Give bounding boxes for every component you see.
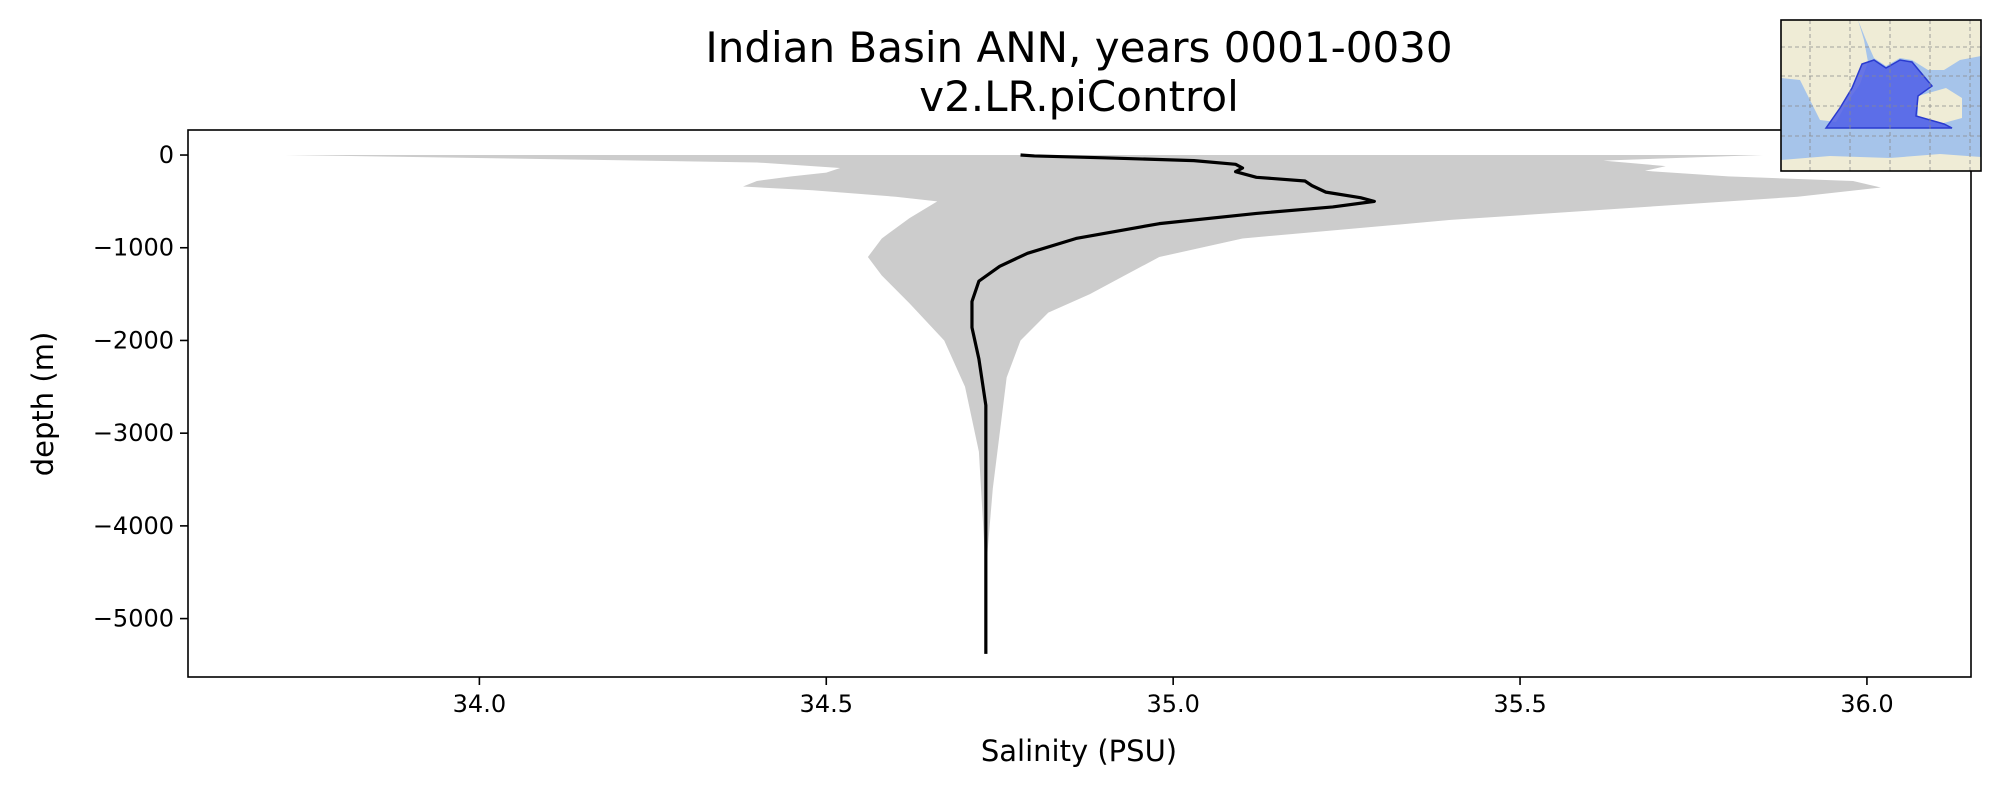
inset-gridlines — [1781, 20, 1981, 171]
inset-australia — [1918, 88, 1962, 124]
inset-frame — [1780, 19, 1982, 172]
x-axis: 34.0 34.5 35.0 35.5 36.0 — [453, 677, 1894, 718]
y-tick-label: 0 — [159, 141, 174, 169]
inset-asia — [1858, 20, 1981, 70]
y-tick-label: −1000 — [93, 234, 174, 262]
chart-subtitle: v2.LR.piControl — [919, 72, 1239, 121]
y-tick-label: −3000 — [93, 419, 174, 447]
salinity-range-band — [285, 155, 1881, 573]
inset-map — [1780, 19, 1982, 172]
x-tick-label: 36.0 — [1840, 690, 1893, 718]
inset-indian-basin — [1824, 59, 1953, 129]
x-tick-label: 34.5 — [800, 690, 853, 718]
y-axis: 0 −1000 −2000 −3000 −4000 −5000 — [93, 141, 188, 633]
x-tick-label: 35.0 — [1146, 690, 1199, 718]
y-tick-label: −5000 — [93, 605, 174, 633]
x-tick-label: 35.5 — [1493, 690, 1546, 718]
x-axis-label: Salinity (PSU) — [981, 734, 1177, 768]
y-axis-label: depth (m) — [26, 332, 60, 477]
inset-antarctica — [1781, 154, 1981, 171]
plot-frame — [187, 129, 1972, 678]
y-tick-label: −4000 — [93, 512, 174, 540]
x-tick-label: 34.0 — [453, 690, 506, 718]
plot-area — [187, 129, 1972, 678]
y-tick-label: −2000 — [93, 326, 174, 354]
salinity-mean-line — [970, 153, 1376, 654]
chart-title: Indian Basin ANN, years 0001-0030 — [705, 23, 1452, 72]
